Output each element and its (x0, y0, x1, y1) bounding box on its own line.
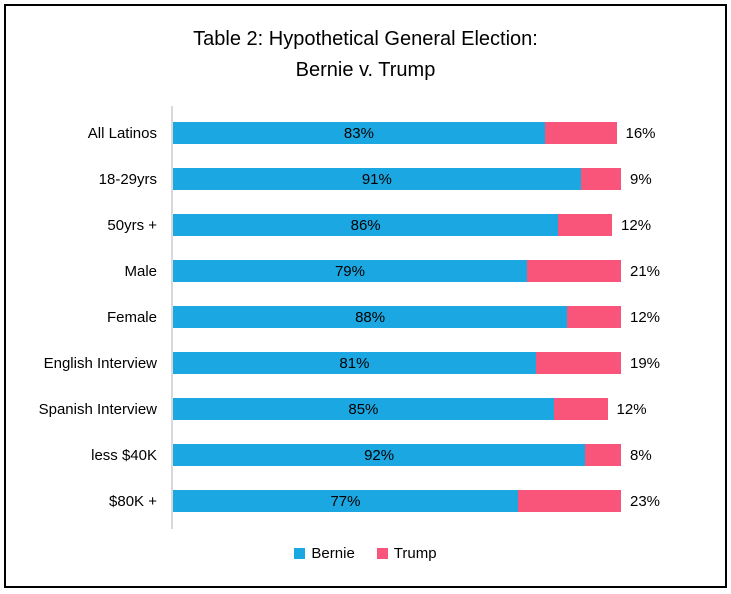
bernie-bar-segment: 92% (173, 444, 586, 466)
trump-value-label: 16% (625, 124, 656, 142)
bar-row: less $40K 92% 8% (6, 432, 725, 478)
bernie-value-label: 85% (348, 400, 379, 418)
bernie-value-label: 79% (334, 262, 365, 280)
bar-row: English Interview 81% 19% (6, 340, 725, 386)
trump-value-label: 12% (621, 216, 652, 234)
chart-frame: Table 2: Hypothetical General Election: … (4, 4, 727, 588)
chart-title-line1: Table 2: Hypothetical General Election: (193, 28, 538, 50)
trump-bar-segment (526, 260, 621, 282)
category-label: $80K + (109, 492, 157, 510)
trump-bar-segment (517, 490, 621, 512)
category-label: Spanish Interview (38, 400, 157, 418)
bernie-value-label: 83% (343, 124, 374, 142)
trump-bar-segment (553, 398, 608, 420)
category-label: Male (124, 262, 157, 280)
bernie-bar-segment: 86% (173, 214, 559, 236)
trump-value-label: 21% (629, 262, 661, 280)
trump-bar-segment (580, 168, 621, 190)
bar-track: 81% 19% (173, 352, 725, 374)
chart-title-line2: Bernie v. Trump (295, 59, 436, 81)
bar-row: Spanish Interview 85% 12% (6, 386, 725, 432)
trump-bar-segment (585, 444, 621, 466)
bar-track: 79% 21% (173, 260, 725, 282)
bar-track: 77% 23% (173, 490, 725, 512)
trump-value-label: 12% (629, 308, 661, 326)
bernie-bar-segment: 91% (173, 168, 581, 190)
bernie-value-label: 86% (350, 216, 381, 234)
legend-label: Trump (393, 545, 437, 562)
bernie-bar-segment: 88% (173, 306, 568, 328)
bernie-value-label: 91% (361, 170, 392, 188)
legend-item: Trump (376, 545, 437, 562)
trump-value-label: 12% (616, 400, 647, 418)
bar-row: 18-29yrs 91% 9% (6, 156, 725, 202)
trump-bar-segment (558, 214, 613, 236)
category-label: All Latinos (87, 124, 157, 142)
bar-track: 83% 16% (173, 122, 725, 144)
bar-row: $80K + 77% 23% (6, 478, 725, 524)
bar-track: 85% 12% (173, 398, 725, 420)
bar-track: 92% 8% (173, 444, 725, 466)
bernie-bar-segment: 83% (173, 122, 545, 144)
category-label: 50yrs + (107, 216, 157, 234)
legend-label: Bernie (311, 545, 355, 562)
category-label: less $40K (91, 446, 157, 464)
category-label: Female (106, 308, 157, 326)
bernie-value-label: 92% (364, 446, 395, 464)
category-label: English Interview (43, 354, 157, 372)
trump-bar-segment (544, 122, 617, 144)
category-label: 18-29yrs (98, 170, 157, 188)
bar-row: Male 79% 21% (6, 248, 725, 294)
legend-swatch (294, 548, 306, 559)
trump-value-label: 8% (629, 446, 652, 464)
bar-row: 50yrs + 86% 12% (6, 202, 725, 248)
bernie-bar-segment: 85% (173, 398, 554, 420)
bar-row: Female 88% 12% (6, 294, 725, 340)
trump-value-label: 23% (629, 492, 661, 510)
chart-title: Table 2: Hypothetical General Election: … (6, 24, 725, 86)
bar-track: 88% 12% (173, 306, 725, 328)
trump-value-label: 9% (629, 170, 652, 188)
legend-swatch (376, 548, 388, 559)
trump-bar-segment (567, 306, 621, 328)
bar-row: All Latinos 83% 16% (6, 110, 725, 156)
bernie-value-label: 77% (330, 492, 361, 510)
plot-area: All Latinos 83% 16% 18-29yrs 91% 9% 50yr… (6, 106, 725, 529)
bar-track: 86% 12% (173, 214, 725, 236)
trump-bar-segment (535, 352, 621, 374)
legend-item: Bernie (294, 545, 355, 562)
legend: Bernie Trump (6, 545, 725, 562)
bernie-bar-segment: 77% (173, 490, 518, 512)
bar-track: 91% 9% (173, 168, 725, 190)
bernie-bar-segment: 79% (173, 260, 527, 282)
bernie-value-label: 88% (355, 308, 386, 326)
category-axis-line (171, 106, 173, 529)
bernie-bar-segment: 81% (173, 352, 536, 374)
trump-value-label: 19% (629, 354, 661, 372)
bernie-value-label: 81% (339, 354, 370, 372)
